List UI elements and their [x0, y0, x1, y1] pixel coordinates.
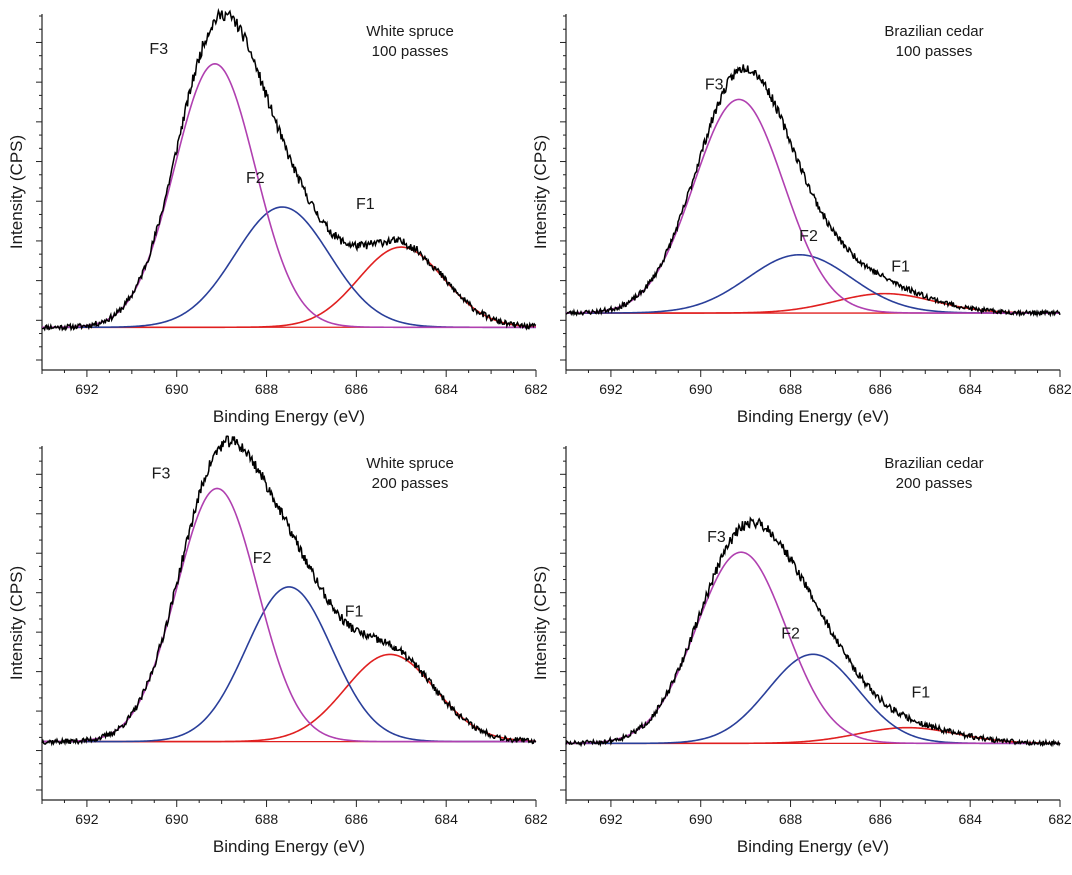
- panel-1: 692 690 688 686 684 682 Binding Energy (eV) Int…: [7, 7, 548, 426]
- component-curve-f3: [42, 63, 536, 329]
- x-axis-title: Binding Energy (eV): [737, 407, 889, 426]
- x-tick-label: 692: [75, 811, 99, 827]
- x-tick-label: 690: [689, 381, 713, 397]
- peak-label-f2: F2: [246, 170, 265, 187]
- peak-label-f2: F2: [781, 625, 800, 642]
- x-tick-label: 692: [75, 381, 99, 397]
- x-tick-label: 688: [779, 811, 803, 827]
- peak-label-f2: F2: [799, 228, 818, 245]
- x-tick-label: 684: [959, 811, 983, 827]
- x-tick-label: 686: [345, 811, 369, 827]
- peak-label-f3: F3: [707, 529, 726, 546]
- x-tick-label: 682: [524, 811, 548, 827]
- peak-label-f3: F3: [152, 465, 171, 482]
- peak-label-f3: F3: [705, 76, 724, 93]
- x-axis-title: Binding Energy (eV): [737, 837, 889, 856]
- measured-spectrum: [41, 435, 537, 747]
- component-curve-f2: [566, 653, 1060, 745]
- x-tick-label: 692: [599, 811, 623, 827]
- x-tick-label: 692: [599, 381, 623, 397]
- sample-label-line-2: 100 passes: [372, 43, 449, 60]
- x-tick-label: 682: [524, 381, 548, 397]
- measured-spectrum: [565, 64, 1061, 318]
- x-tick-label: 686: [869, 811, 893, 827]
- peak-label-f1: F1: [345, 603, 364, 620]
- sample-label-line-2: 100 passes: [896, 43, 973, 60]
- component-curve-f1: [42, 653, 537, 743]
- x-tick-label: 690: [689, 811, 713, 827]
- x-tick-label: 682: [1048, 811, 1072, 827]
- component-curve-f1: [566, 726, 1061, 745]
- y-axis-title: Intensity (CPS): [7, 566, 26, 680]
- component-curve-f3: [565, 551, 1060, 745]
- x-tick-label: 684: [435, 811, 459, 827]
- x-tick-label: 688: [779, 381, 803, 397]
- x-tick-label: 688: [255, 811, 279, 827]
- y-axis-title: Intensity (CPS): [531, 135, 550, 249]
- sample-label-line-2: 200 passes: [372, 475, 449, 492]
- component-curve-f2: [566, 253, 1060, 314]
- y-axis-title: Intensity (CPS): [7, 135, 26, 249]
- peak-label-f1: F1: [911, 685, 930, 702]
- measured-spectrum: [41, 7, 537, 332]
- x-axis-title: Binding Energy (eV): [213, 407, 365, 426]
- component-curve-f3: [565, 98, 1060, 314]
- panel-4: 692 690 688 686 684 682 Binding Energy (eV) Int…: [531, 446, 1072, 856]
- x-tick-label: 690: [165, 811, 189, 827]
- sample-label-line-1: White spruce: [366, 455, 454, 472]
- x-tick-label: 688: [255, 381, 279, 397]
- peak-label-f2: F2: [253, 550, 272, 567]
- x-tick-label: 690: [165, 381, 189, 397]
- x-tick-label: 684: [959, 381, 983, 397]
- x-axis-title: Binding Energy (eV): [213, 837, 365, 856]
- x-tick-label: 684: [435, 381, 459, 397]
- sample-label-line-2: 200 passes: [896, 475, 973, 492]
- sample-label-line-1: Brazilian cedar: [884, 455, 983, 472]
- peak-label-f1: F1: [891, 259, 910, 276]
- sample-label-line-1: White spruce: [366, 23, 454, 40]
- y-axis-title: Intensity (CPS): [531, 566, 550, 680]
- x-tick-label: 686: [345, 381, 369, 397]
- panel-3: 692 690 688 686 684 682 Binding Energy (eV) Int…: [7, 435, 548, 856]
- sample-label-line-1: Brazilian cedar: [884, 23, 983, 40]
- peak-label-f1: F1: [356, 196, 375, 213]
- component-curve-f2: [42, 206, 536, 329]
- peak-label-f3: F3: [149, 41, 168, 58]
- x-tick-label: 686: [869, 381, 893, 397]
- measured-spectrum: [565, 516, 1061, 748]
- x-tick-label: 682: [1048, 381, 1072, 397]
- panel-2: 692 690 688 686 684 682 Binding Energy (eV) Int…: [531, 14, 1072, 426]
